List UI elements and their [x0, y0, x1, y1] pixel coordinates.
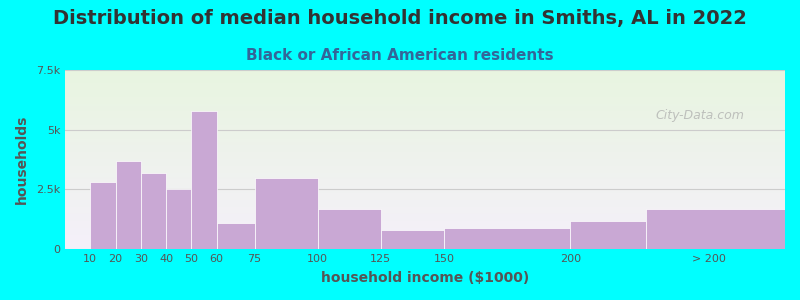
Bar [90, 182, 115, 249]
Bar [217, 223, 254, 249]
Bar [191, 111, 217, 249]
Bar [444, 228, 570, 249]
Text: Black or African American residents: Black or African American residents [246, 48, 554, 63]
X-axis label: household income ($1000): household income ($1000) [321, 271, 529, 285]
Bar [115, 161, 141, 249]
Bar [318, 208, 381, 249]
Bar [166, 190, 191, 249]
Text: City-Data.com: City-Data.com [655, 110, 744, 122]
Bar [254, 178, 318, 249]
Bar [381, 230, 444, 249]
Text: Distribution of median household income in Smiths, AL in 2022: Distribution of median household income … [53, 9, 747, 28]
Bar [646, 208, 785, 249]
Bar [141, 173, 166, 249]
Bar [570, 220, 646, 249]
Y-axis label: households: households [15, 115, 29, 204]
